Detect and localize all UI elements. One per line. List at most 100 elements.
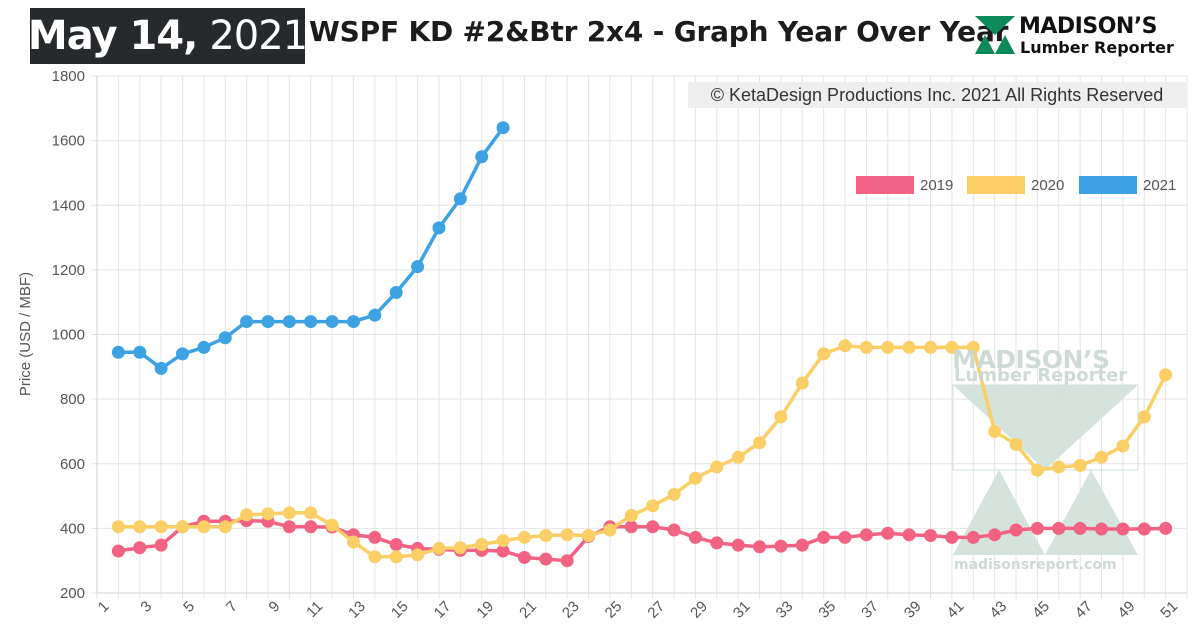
date-year: 2021 <box>209 13 308 59</box>
data-point-2019 <box>368 530 382 544</box>
data-point-2019 <box>966 530 980 544</box>
x-tick-label: 33 <box>773 598 797 622</box>
data-point-2020 <box>1009 437 1023 451</box>
data-point-2019 <box>154 538 168 552</box>
data-point-2019 <box>945 530 959 544</box>
data-point-2020 <box>624 508 638 522</box>
x-tick-label: 19 <box>473 598 497 622</box>
legend-label-2020: 2020 <box>1031 176 1065 194</box>
data-point-2021 <box>175 347 189 361</box>
data-point-2021 <box>346 315 360 329</box>
legend-swatch-2020 <box>967 176 1025 194</box>
data-point-2019 <box>731 538 745 552</box>
watermark-url: madisonsreport.com <box>954 557 1117 573</box>
data-point-2020 <box>539 528 553 542</box>
x-tick-label: 1 <box>95 598 113 616</box>
data-point-2019 <box>304 520 318 534</box>
x-tick-label: 41 <box>944 598 968 622</box>
data-point-2019 <box>924 528 938 542</box>
x-tick-label: 25 <box>602 598 626 622</box>
x-tick-label: 9 <box>266 598 284 616</box>
data-point-2020 <box>133 520 147 534</box>
data-point-2019 <box>133 541 147 555</box>
data-point-2021 <box>453 192 467 206</box>
data-point-2020 <box>1159 368 1173 382</box>
data-point-2020 <box>432 541 446 555</box>
data-point-2019 <box>282 520 296 534</box>
data-point-2020 <box>945 340 959 354</box>
data-point-2019 <box>881 526 895 540</box>
data-point-2020 <box>389 550 403 564</box>
y-axis-label: Price (USD / MBF) <box>17 272 34 396</box>
legend-item-2019[interactable]: 2019 <box>856 176 953 194</box>
x-tick-label: 31 <box>730 598 754 622</box>
legend-item-2020[interactable]: 2020 <box>967 176 1064 194</box>
data-point-2019 <box>1159 521 1173 535</box>
data-point-2020 <box>1137 410 1151 424</box>
data-point-2019 <box>795 538 809 552</box>
data-point-2019 <box>667 523 681 537</box>
data-point-2019 <box>774 539 788 553</box>
y-tick-label: 1200 <box>52 262 85 279</box>
x-tick-label: 29 <box>687 598 711 622</box>
x-tick-label: 49 <box>1115 598 1139 622</box>
data-point-2020 <box>924 340 938 354</box>
data-point-2020 <box>154 520 168 534</box>
series <box>111 121 1173 568</box>
data-point-2020 <box>560 528 574 542</box>
data-point-2020 <box>603 523 617 537</box>
logo-name: MADISON’S <box>1019 14 1158 39</box>
data-point-2019 <box>1030 521 1044 535</box>
x-tick-label: 51 <box>1157 598 1181 622</box>
data-point-2020 <box>710 460 724 474</box>
y-tick-label: 400 <box>60 520 85 537</box>
data-point-2019 <box>817 530 831 544</box>
x-tick-label: 47 <box>1072 598 1096 622</box>
data-point-2020 <box>1052 460 1066 474</box>
x-tick-label: 17 <box>431 598 455 622</box>
data-point-2019 <box>496 544 510 558</box>
date-badge: May 14, 2021 <box>27 8 308 64</box>
data-point-2019 <box>988 528 1002 542</box>
x-tick-label: 43 <box>986 598 1010 622</box>
data-point-2020 <box>1030 463 1044 477</box>
data-point-2019 <box>1116 522 1130 536</box>
data-point-2019 <box>111 544 125 558</box>
data-point-2019 <box>1052 521 1066 535</box>
data-point-2020 <box>218 520 232 534</box>
data-point-2020 <box>582 528 596 542</box>
date-month-day: May 14, <box>27 13 198 59</box>
x-tick-label: 39 <box>901 598 925 622</box>
y-tick-label: 200 <box>60 585 85 602</box>
data-point-2021 <box>304 315 318 329</box>
legend-label-2021: 2021 <box>1143 176 1177 194</box>
data-point-2020 <box>817 347 831 361</box>
data-point-2020 <box>838 339 852 353</box>
data-point-2019 <box>646 520 660 534</box>
x-tick-label: 5 <box>180 598 198 616</box>
madisons-logo: MADISON’S Lumber Reporter <box>975 14 1190 57</box>
x-tick-label: 23 <box>559 598 583 622</box>
data-point-2020 <box>517 530 531 544</box>
legend-item-2021[interactable]: 2021 <box>1079 176 1176 194</box>
data-point-2020 <box>304 506 318 520</box>
data-point-2020 <box>881 340 895 354</box>
data-point-2019 <box>859 528 873 542</box>
data-point-2020 <box>111 520 125 534</box>
chart-title: WSPF KD #2&Btr 2x4 - Graph Year Over Yea… <box>309 15 1009 48</box>
x-tick-label: 13 <box>345 598 369 622</box>
y-tick-label: 1600 <box>52 133 85 150</box>
data-point-2020 <box>688 471 702 485</box>
data-point-2021 <box>432 221 446 235</box>
data-point-2020 <box>1073 458 1087 472</box>
data-point-2019 <box>1137 522 1151 536</box>
x-tick-label: 35 <box>815 598 839 622</box>
data-point-2020 <box>646 499 660 513</box>
data-point-2019 <box>539 552 553 566</box>
x-tick-label: 3 <box>137 598 155 616</box>
data-point-2020 <box>1116 439 1130 453</box>
data-point-2020 <box>197 520 211 534</box>
watermark-triangle <box>953 385 1138 470</box>
data-point-2020 <box>966 340 980 354</box>
logo-subtitle: Lumber Reporter <box>1020 38 1174 57</box>
